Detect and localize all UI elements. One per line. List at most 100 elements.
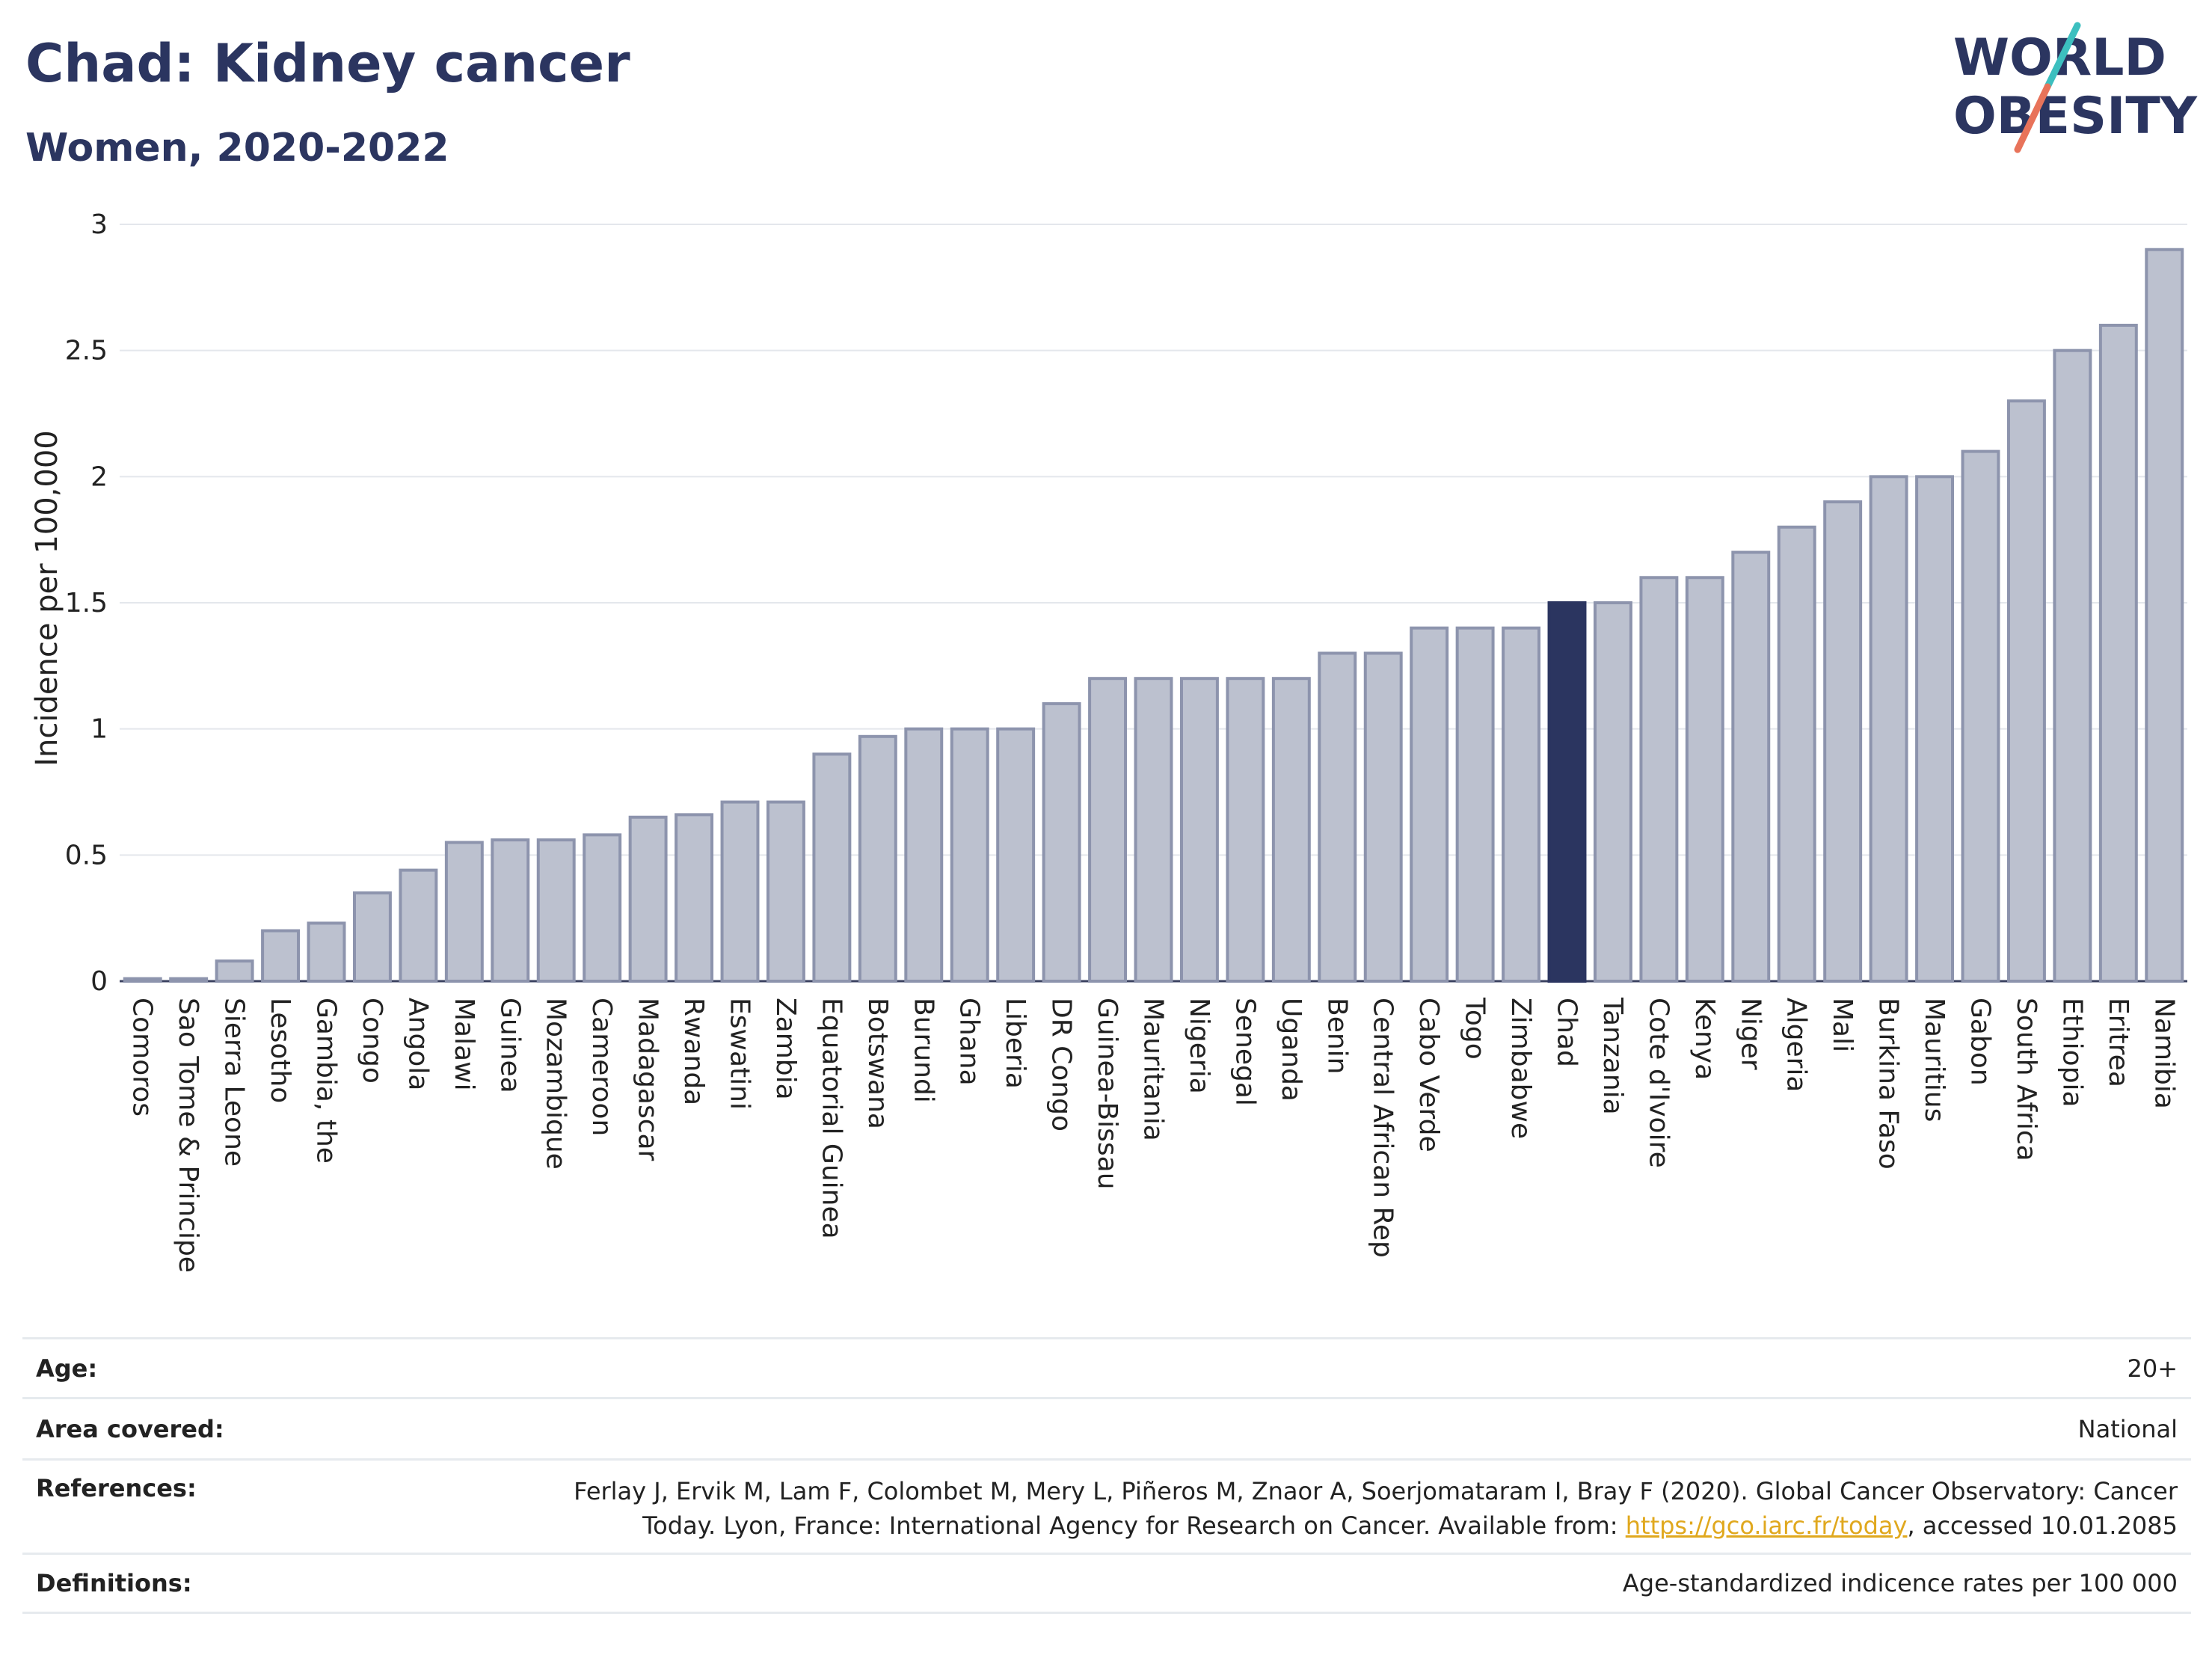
bar [1915,475,1955,983]
bar [261,929,301,983]
x-tick-label: Zimbabwe [1505,998,1536,1139]
x-tick-label: Sao Tome & Principe [173,998,203,1273]
x-tick-label: Burkina Faso [1873,998,1904,1170]
x-tick-label: Namibia [2148,998,2179,1109]
x-tick-label: Cameroon [586,998,617,1136]
x-tick-label: Cabo Verde [1413,998,1444,1152]
bar [858,734,897,983]
bar [1685,576,1724,983]
bar [2006,399,2046,983]
bar [1271,677,1311,983]
definitions-label: Definitions: [36,1569,192,1597]
x-tick-label: Rwanda [678,998,709,1105]
references-line2-post: , accessed 10.01.2085 [1907,1511,2178,1540]
chart-title: Chad: Kidney cancer [25,33,630,94]
bars [123,248,2184,983]
x-tick-label: DR Congo [1046,998,1077,1132]
references-line1: Ferlay J, Ervik M, Lam F, Colombet M, Me… [574,1477,2178,1505]
x-tick-label: Gambia, the [311,998,342,1164]
bar [1869,475,1908,983]
bar [1042,701,1081,983]
bar [904,727,944,983]
logo-slash-top [2044,22,2081,90]
x-tick-label: Mali [1827,998,1858,1052]
x-tick-label: Zambia [770,998,801,1100]
x-tick-label: Botswana [862,998,893,1129]
x-tick-label: Guinea-Bissau [1092,998,1122,1190]
x-tick-label: Eritrea [2103,998,2133,1087]
age-value: 20+ [2127,1354,2178,1383]
x-tick-label: Burundi [908,998,938,1103]
bar [2098,323,2138,983]
bar [536,838,576,983]
x-tick-label: Malawi [449,998,479,1091]
bar [123,977,162,983]
bar [950,727,989,983]
x-tick-label: Algeria [1781,998,1812,1093]
x-tick-label: Niger [1735,998,1766,1070]
x-tick-label: Liberia [1000,998,1030,1089]
bar [1134,677,1173,983]
bar [1639,576,1679,983]
x-tick-label: Nigeria [1184,998,1214,1094]
x-tick-label: Cote d'Ivoire [1643,998,1674,1168]
x-tick-label: Madagascar [633,998,663,1161]
x-tick-label: Eswatini [725,998,755,1110]
bar [1410,626,1449,983]
logo-text-obesity: OBESITY [1953,87,2198,146]
bar [1363,651,1403,983]
bar [1226,677,1265,983]
x-tick-label: Comoros [127,998,158,1117]
x-tick-label: Equatorial Guinea [816,998,847,1239]
bar [1502,626,1541,983]
references-label: References: [36,1474,197,1502]
meta-row-definitions: Definitions: Age-standardized indicence … [22,1553,2191,1614]
bar [444,841,484,983]
x-tick-label: South Africa [2011,998,2042,1161]
bar [766,800,805,983]
bar [1455,626,1495,983]
references-line2-pre: Today. Lyon, France: International Agenc… [642,1511,1626,1540]
bar [1777,525,1816,983]
bar [1318,651,1357,983]
area-label: Area covered: [36,1414,224,1443]
bar [491,838,530,983]
x-tick-label: Senegal [1229,998,1260,1106]
bar [1088,677,1128,983]
bar [215,959,254,983]
x-tick-label: Kenya [1689,998,1720,1080]
y-axis-ticks: 0 0.5 1 1.5 2 2.5 3 [65,209,108,997]
bar [675,813,714,983]
x-tick-label: Chad [1552,998,1582,1067]
y-tick-label: 1 [90,714,108,745]
y-tick-label: 2 [90,461,108,492]
x-tick-label: Mauritania [1138,998,1169,1141]
bar [169,977,209,983]
y-axis-label: Incidence per 100,000 [30,430,64,767]
bar-chart: 0 0.5 1 1.5 2 2.5 3 Comoros Sao Tome & Principe… [30,209,2187,1273]
bar [1823,500,1863,983]
x-tick-label: Togo [1460,997,1490,1060]
references-value: Ferlay J, Ervik M, Lam F, Colombet M, Me… [574,1474,2178,1543]
x-tick-label: Ghana [954,998,985,1086]
x-tick-label: Lesotho [265,998,295,1103]
x-tick-label: Guinea [494,998,525,1093]
y-tick-label: 0 [90,966,108,997]
x-tick-label: Central African Rep [1368,998,1398,1258]
bar [812,752,852,983]
y-tick-label: 0.5 [65,840,108,871]
bar [352,891,392,983]
x-tick-label: Angola [402,998,433,1090]
bar [2145,248,2184,983]
meta-row-references: References: Ferlay J, Ervik M, Lam F, Co… [22,1458,2191,1553]
x-tick-label: Tanzania [1597,997,1628,1115]
x-tick-label: Mozambique [541,998,571,1170]
x-tick-label: Ethiopia [2056,998,2087,1108]
x-tick-label: Benin [1321,998,1352,1074]
bar [307,921,346,983]
area-value: National [2077,1414,2178,1443]
references-link[interactable]: https://gco.iarc.fr/today [1625,1511,1908,1540]
x-tick-label: Congo [357,998,387,1084]
bar [628,815,668,983]
bar [1593,601,1632,983]
